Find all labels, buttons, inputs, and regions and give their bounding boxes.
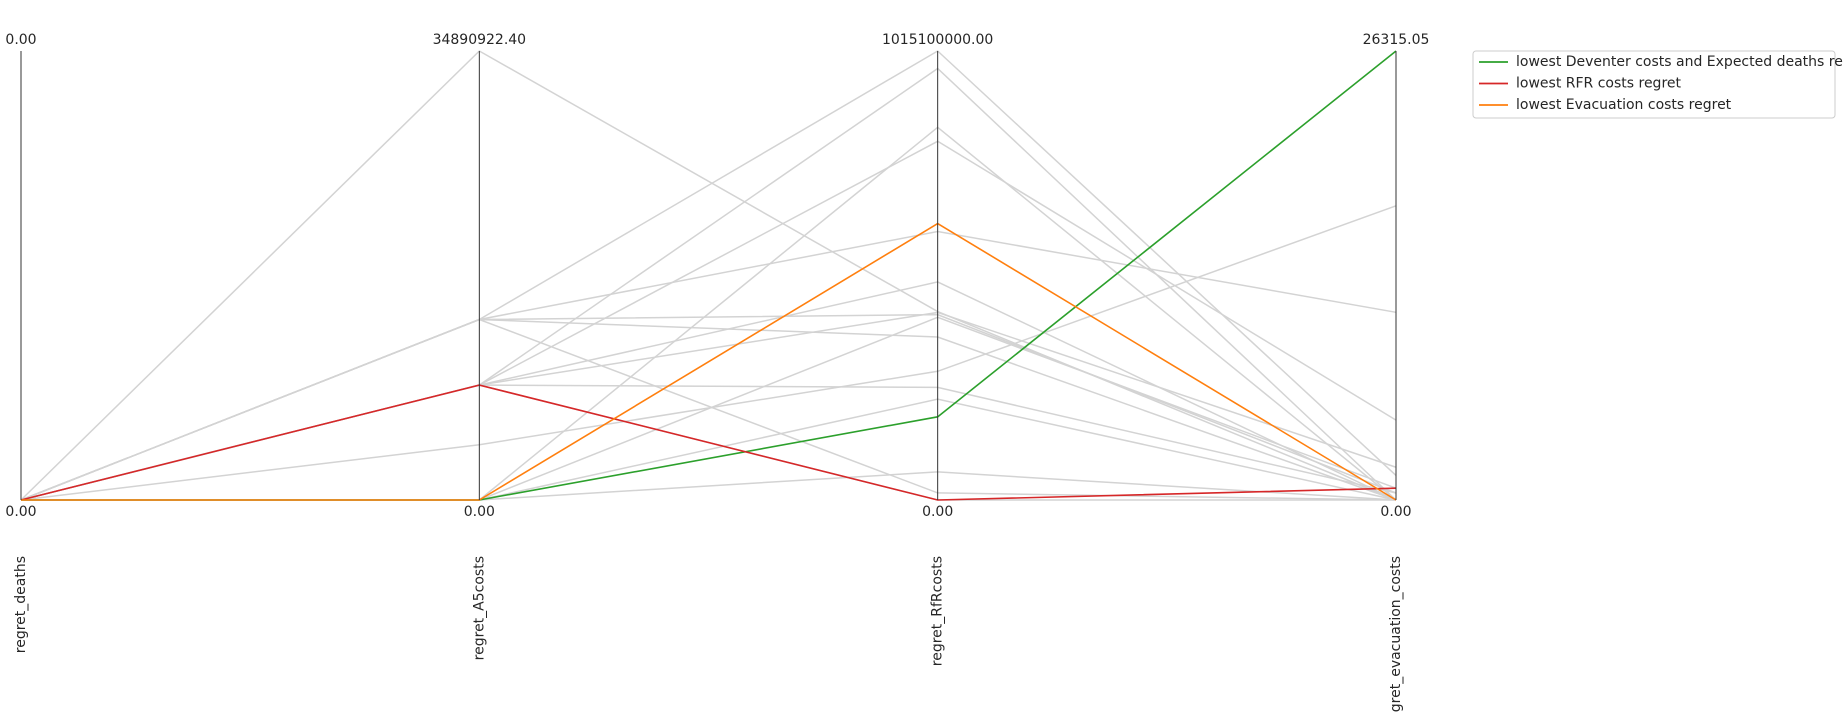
axis-max-label: 1015100000.00 [882, 32, 993, 48]
data-line [20, 281, 1397, 501]
data-line [20, 50, 1397, 501]
legend-label: lowest Evacuation costs regret [1516, 97, 1732, 113]
data-line [21, 398, 1397, 501]
axis-name: regret_evacuation_costs [1388, 556, 1404, 712]
data-line [20, 230, 1397, 501]
data-line [21, 126, 1397, 501]
data-line [20, 318, 1397, 501]
legend-label: lowest Deventer costs and Expected death… [1516, 54, 1843, 70]
axis-min-label: 0.00 [1380, 504, 1411, 520]
legend-box [1472, 50, 1836, 119]
axis-max-label: 34890922.40 [433, 32, 527, 48]
axis-min-label: 0.00 [922, 504, 953, 520]
data-line [21, 471, 1397, 501]
axis-name: regret_deaths [13, 556, 29, 653]
data-line [20, 384, 1397, 501]
axis-max-label: 26315.05 [1363, 32, 1430, 48]
data-line [21, 316, 1397, 501]
data-line [20, 205, 1397, 501]
axis-name: regret_RfRcosts [930, 556, 946, 666]
data-line [20, 318, 1397, 501]
axis-name: regret_A5costs [471, 556, 487, 660]
legend-label: lowest RFR costs regret [1516, 76, 1682, 92]
data-line [21, 222, 1397, 501]
axis-max-label: 0.00 [5, 32, 36, 48]
axis-min-label: 0.00 [5, 504, 36, 520]
axis-min-label: 0.00 [464, 504, 495, 520]
